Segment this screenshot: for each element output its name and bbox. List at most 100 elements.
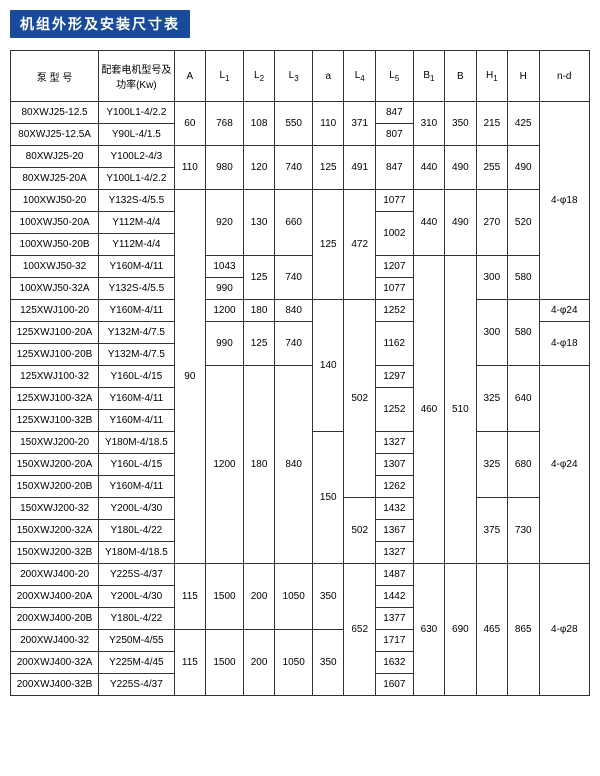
cell: 80XWJ25-20 — [11, 146, 99, 168]
cell: 4-φ18 — [539, 102, 590, 300]
cell: 510 — [445, 256, 476, 564]
cell: 200XWJ400-20B — [11, 608, 99, 630]
cell: 990 — [206, 278, 244, 300]
cell: 490 — [508, 146, 539, 190]
cell: 840 — [275, 366, 313, 564]
table-row: 125XWJ100-32 Y160L-4/15 1200 180 840 129… — [11, 366, 590, 388]
col-motor: 配套电机型号及功率(Kw) — [99, 51, 175, 102]
cell: 847 — [375, 146, 413, 190]
cell: Y180L-4/22 — [99, 608, 175, 630]
cell: 80XWJ25-12.5 — [11, 102, 99, 124]
cell: Y100L2-4/3 — [99, 146, 175, 168]
cell: 150XWJ200-20A — [11, 454, 99, 476]
col-L1: L1 — [206, 51, 244, 102]
cell: 325 — [476, 432, 507, 498]
cell: 4-φ18 — [539, 322, 590, 366]
cell: 1262 — [375, 476, 413, 498]
cell: 730 — [508, 498, 539, 564]
col-nd: n-d — [539, 51, 590, 102]
cell: 680 — [508, 432, 539, 498]
cell: 840 — [275, 300, 313, 322]
cell: Y200L-4/30 — [99, 586, 175, 608]
table-row: 125XWJ100-20 Y160M-4/11 1200 180 840 140… — [11, 300, 590, 322]
cell: 1077 — [375, 190, 413, 212]
col-H: H — [508, 51, 539, 102]
cell: 580 — [508, 256, 539, 300]
cell: 550 — [275, 102, 313, 146]
cell: 1327 — [375, 432, 413, 454]
col-L4: L4 — [344, 51, 375, 102]
cell: 300 — [476, 300, 507, 366]
cell: 472 — [344, 190, 375, 300]
cell: 125XWJ100-32B — [11, 410, 99, 432]
cell: 270 — [476, 190, 507, 256]
cell: 371 — [344, 102, 375, 146]
table-row: 80XWJ25-20 Y100L2-4/3 110 980 120 740 12… — [11, 146, 590, 168]
cell: 630 — [413, 564, 444, 696]
cell: 847 — [375, 102, 413, 124]
cell: 440 — [413, 146, 444, 190]
cell: 90 — [174, 190, 205, 564]
cell: 200 — [243, 564, 274, 630]
cell: 1632 — [375, 652, 413, 674]
cell: 652 — [344, 564, 375, 696]
cell: Y160M-4/11 — [99, 410, 175, 432]
cell: 100XWJ50-20B — [11, 234, 99, 256]
cell: 1432 — [375, 498, 413, 520]
cell: 980 — [206, 146, 244, 190]
cell: 150XWJ200-32A — [11, 520, 99, 542]
cell: 520 — [508, 190, 539, 256]
cell: 1207 — [375, 256, 413, 278]
cell: 440 — [413, 190, 444, 256]
table-row: 200XWJ400-20 Y225S-4/37 115 1500 200 105… — [11, 564, 590, 586]
cell: 125 — [243, 322, 274, 366]
cell: 215 — [476, 102, 507, 146]
cell: Y90L-4/1.5 — [99, 124, 175, 146]
cell: 1077 — [375, 278, 413, 300]
cell: 1252 — [375, 300, 413, 322]
cell: 350 — [313, 564, 344, 630]
cell: Y100L1-4/2.2 — [99, 102, 175, 124]
cell: 125XWJ100-32A — [11, 388, 99, 410]
cell: Y100L1-4/2.2 — [99, 168, 175, 190]
cell: Y160M-4/11 — [99, 476, 175, 498]
cell: 80XWJ25-20A — [11, 168, 99, 190]
cell: Y112M-4/4 — [99, 234, 175, 256]
cell: 580 — [508, 300, 539, 366]
cell: 1043 — [206, 256, 244, 278]
cell: 125XWJ100-20 — [11, 300, 99, 322]
cell: Y132S-4/5.5 — [99, 278, 175, 300]
cell: 100XWJ50-20A — [11, 212, 99, 234]
cell: 740 — [275, 322, 313, 366]
cell: 180 — [243, 300, 274, 322]
cell: 1050 — [275, 630, 313, 696]
cell: 740 — [275, 146, 313, 190]
cell: 150XWJ200-32B — [11, 542, 99, 564]
cell: 125 — [243, 256, 274, 300]
cell: 491 — [344, 146, 375, 190]
cell: Y225S-4/37 — [99, 564, 175, 586]
cell: Y180M-4/18.5 — [99, 542, 175, 564]
cell: 200XWJ400-32 — [11, 630, 99, 652]
cell: 350 — [313, 630, 344, 696]
cell: 100XWJ50-32 — [11, 256, 99, 278]
cell: 490 — [445, 146, 476, 190]
page-title: 机组外形及安装尺寸表 — [10, 10, 190, 38]
cell: 1327 — [375, 542, 413, 564]
table-row: 80XWJ25-12.5 Y100L1-4/2.2 60 768 108 550… — [11, 102, 590, 124]
cell: 200XWJ400-20 — [11, 564, 99, 586]
cell: 350 — [445, 102, 476, 146]
col-L2: L2 — [243, 51, 274, 102]
cell: 740 — [275, 256, 313, 300]
cell: 1200 — [206, 366, 244, 564]
col-L5: L5 — [375, 51, 413, 102]
cell: 1377 — [375, 608, 413, 630]
cell: Y180M-4/18.5 — [99, 432, 175, 454]
cell: 502 — [344, 300, 375, 498]
cell: 150XWJ200-20B — [11, 476, 99, 498]
col-a: a — [313, 51, 344, 102]
cell: 150XWJ200-32 — [11, 498, 99, 520]
cell: 1252 — [375, 388, 413, 432]
table-header-row: 泵 型 号 配套电机型号及功率(Kw) A L1 L2 L3 a L4 L5 B… — [11, 51, 590, 102]
cell: Y160M-4/11 — [99, 388, 175, 410]
